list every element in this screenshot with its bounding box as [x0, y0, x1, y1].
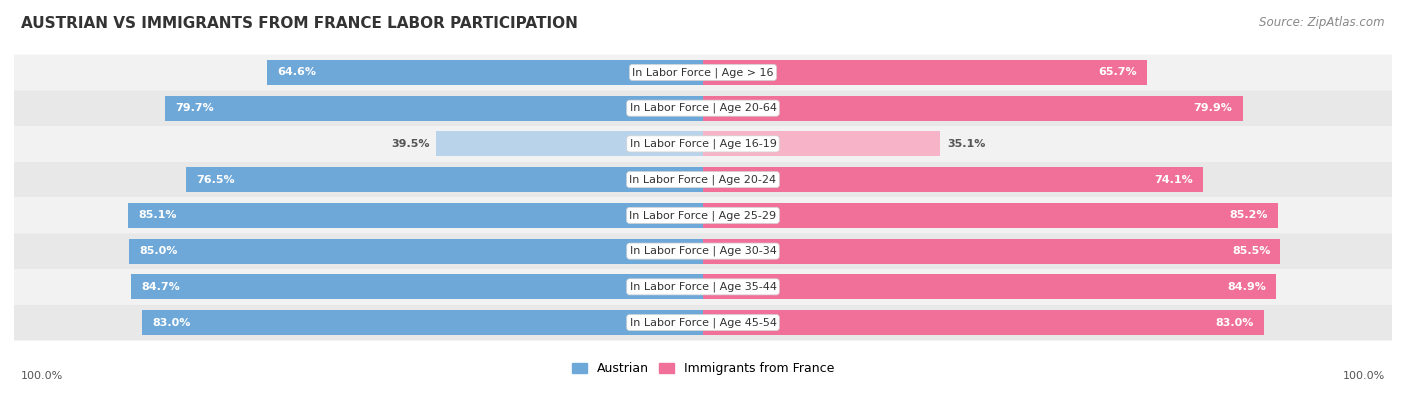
- Text: In Labor Force | Age 20-24: In Labor Force | Age 20-24: [630, 174, 776, 185]
- Text: 79.9%: 79.9%: [1194, 103, 1233, 113]
- Text: 85.1%: 85.1%: [138, 211, 177, 220]
- Text: 74.1%: 74.1%: [1154, 175, 1194, 184]
- Text: 39.5%: 39.5%: [391, 139, 429, 149]
- Text: 85.5%: 85.5%: [1232, 246, 1271, 256]
- Text: In Labor Force | Age 25-29: In Labor Force | Age 25-29: [630, 210, 776, 221]
- Bar: [186, 167, 703, 192]
- Bar: [703, 96, 1243, 120]
- Bar: [703, 167, 1204, 192]
- Text: In Labor Force | Age 35-44: In Labor Force | Age 35-44: [630, 282, 776, 292]
- Text: AUSTRIAN VS IMMIGRANTS FROM FRANCE LABOR PARTICIPATION: AUSTRIAN VS IMMIGRANTS FROM FRANCE LABOR…: [21, 16, 578, 31]
- Text: 35.1%: 35.1%: [946, 139, 986, 149]
- Bar: [267, 60, 703, 85]
- Text: 83.0%: 83.0%: [1215, 318, 1254, 327]
- FancyBboxPatch shape: [14, 305, 1392, 340]
- FancyBboxPatch shape: [14, 233, 1392, 269]
- Text: 64.6%: 64.6%: [277, 68, 316, 77]
- Text: 83.0%: 83.0%: [152, 318, 191, 327]
- Text: 76.5%: 76.5%: [197, 175, 235, 184]
- Bar: [142, 310, 703, 335]
- Text: 100.0%: 100.0%: [21, 371, 63, 381]
- Text: 100.0%: 100.0%: [1343, 371, 1385, 381]
- Bar: [703, 310, 1264, 335]
- Bar: [128, 203, 703, 228]
- Text: In Labor Force | Age 20-64: In Labor Force | Age 20-64: [630, 103, 776, 113]
- FancyBboxPatch shape: [14, 90, 1392, 126]
- Text: 79.7%: 79.7%: [174, 103, 214, 113]
- Bar: [703, 275, 1277, 299]
- Text: In Labor Force | Age > 16: In Labor Force | Age > 16: [633, 67, 773, 78]
- FancyBboxPatch shape: [14, 126, 1392, 162]
- Text: 85.0%: 85.0%: [139, 246, 177, 256]
- FancyBboxPatch shape: [14, 269, 1392, 305]
- Text: In Labor Force | Age 45-54: In Labor Force | Age 45-54: [630, 317, 776, 328]
- FancyBboxPatch shape: [14, 198, 1392, 233]
- Text: 65.7%: 65.7%: [1098, 68, 1136, 77]
- Text: In Labor Force | Age 30-34: In Labor Force | Age 30-34: [630, 246, 776, 256]
- Bar: [703, 132, 941, 156]
- Bar: [703, 203, 1278, 228]
- Bar: [703, 60, 1147, 85]
- Text: 84.9%: 84.9%: [1227, 282, 1267, 292]
- FancyBboxPatch shape: [14, 55, 1392, 90]
- Text: In Labor Force | Age 16-19: In Labor Force | Age 16-19: [630, 139, 776, 149]
- Text: Source: ZipAtlas.com: Source: ZipAtlas.com: [1260, 16, 1385, 29]
- Bar: [129, 239, 703, 263]
- Text: 85.2%: 85.2%: [1230, 211, 1268, 220]
- Bar: [165, 96, 703, 120]
- Bar: [131, 275, 703, 299]
- Bar: [703, 239, 1281, 263]
- FancyBboxPatch shape: [14, 162, 1392, 198]
- Legend: Austrian, Immigrants from France: Austrian, Immigrants from France: [567, 357, 839, 380]
- Bar: [436, 132, 703, 156]
- Text: 84.7%: 84.7%: [141, 282, 180, 292]
